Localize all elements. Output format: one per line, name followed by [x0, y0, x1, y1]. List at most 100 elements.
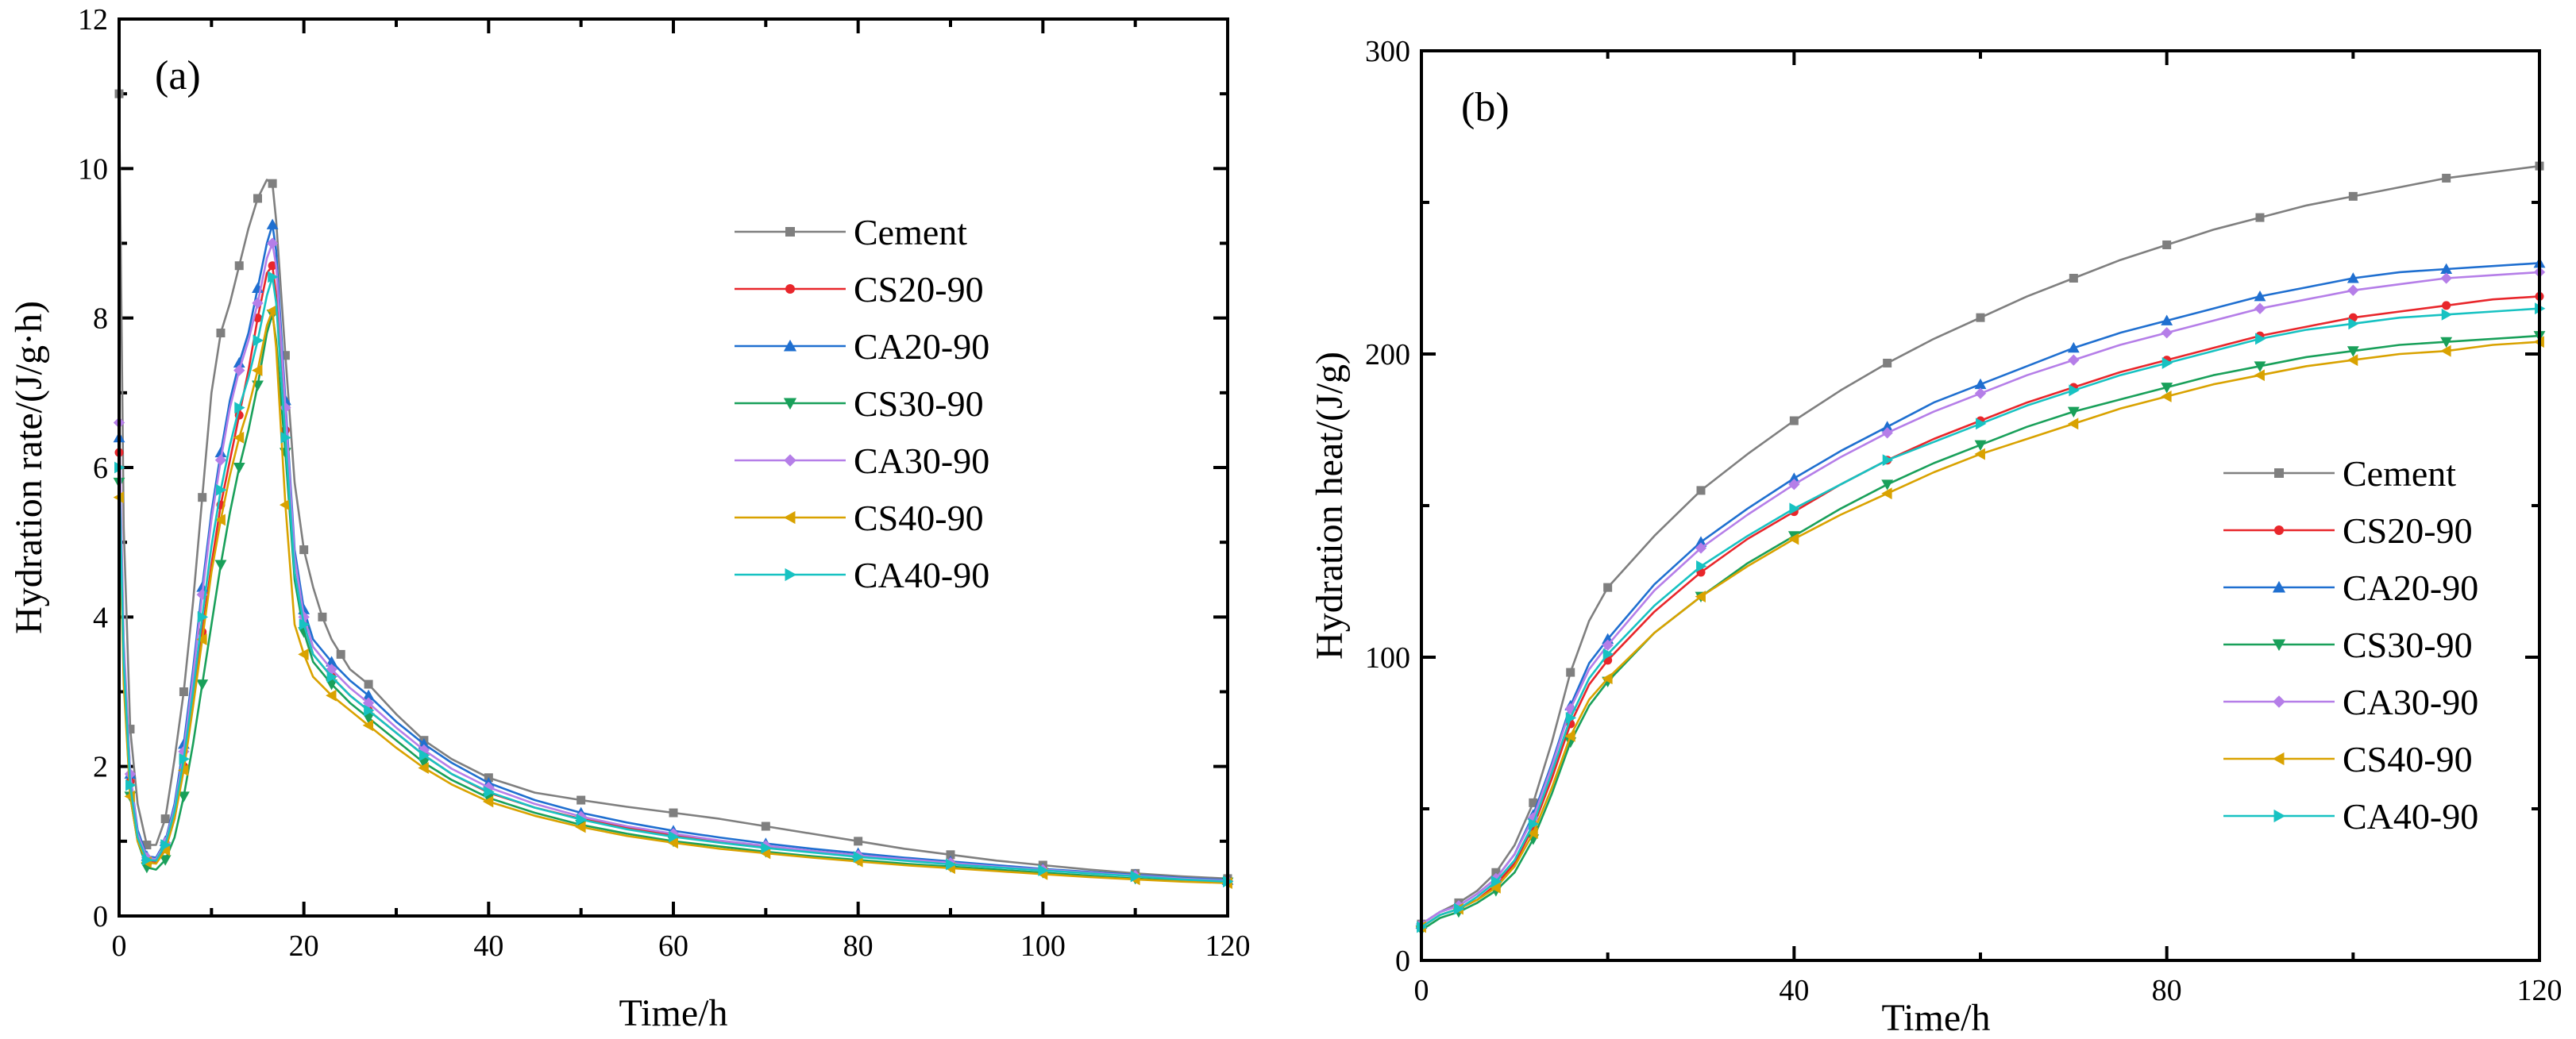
panel-b-point-ca40-90 — [2161, 357, 2173, 369]
panel-a-legend-label-ca20-90: CA20-90 — [854, 326, 989, 367]
panel-b-point-cement — [1789, 416, 1799, 425]
panel-a-point-cs40-90 — [418, 762, 429, 774]
panel-b-legend-item-ca40-90: CA40-90 — [2223, 796, 2478, 837]
panel-a-point-cs40-90 — [214, 514, 226, 526]
panel-b-line-ca30-90 — [1421, 271, 2540, 925]
panel-a-x-tick-label: 120 — [1205, 929, 1251, 963]
panel-b-legend-label-ca30-90: CA30-90 — [2343, 682, 2478, 722]
panel-a-y-tick-label: 4 — [93, 601, 108, 634]
panel-b-plot-frame — [1420, 49, 2541, 962]
panel-b-point-cs40-90 — [1974, 448, 1985, 460]
panel-b-line-cement — [1421, 164, 2540, 925]
panel-a-point-cement — [318, 612, 327, 621]
panel-b-point-cs20-90 — [2442, 301, 2451, 310]
panel-a-series-group — [113, 89, 1234, 889]
panel-a-point-cs40-90 — [482, 795, 494, 808]
panel-b-point-ca30-90 — [1788, 479, 1800, 491]
panel-a-point-ca20-90 — [362, 689, 375, 701]
panel-b-point-ca40-90 — [1882, 454, 1894, 467]
panel-b-y-tick-label: 100 — [1365, 641, 1410, 675]
panel-a-legend-marker-ca20-90 — [783, 339, 797, 352]
panel-a-label: (a) — [155, 53, 201, 98]
panel-b-point-ca20-90 — [1695, 536, 1707, 547]
panel-b-line-ca40-90 — [1421, 307, 2540, 929]
panel-a-point-cs40-90 — [178, 764, 189, 776]
panel-a-legend-label-cs30-90: CS30-90 — [854, 383, 984, 424]
panel-a-point-cs40-90 — [252, 364, 263, 377]
panel-a-y-tick-label: 6 — [93, 452, 108, 485]
panel-a-legend-label-cs20-90: CS20-90 — [854, 269, 984, 310]
panel-b-legend-label-cement: Cement — [2343, 453, 2456, 494]
panel-a-line-ca40-90 — [118, 275, 1228, 883]
panel-b-point-cement — [1976, 313, 1985, 322]
panel-a-point-ca20-90 — [214, 446, 227, 458]
panel-b-axis-ticks: 0 40 80 120 0 100 200 300 — [1365, 35, 2563, 1007]
panel-a-point-ca40-90 — [197, 610, 209, 623]
panel-b-x-tick-label: 120 — [2517, 974, 2563, 1007]
panel-a-y-tick-label: 8 — [93, 302, 108, 336]
panel-a-point-cement — [268, 179, 277, 188]
panel-a-point-cement — [198, 493, 207, 502]
panel-a-legend-marker-cs20-90 — [785, 284, 795, 294]
panel-b-legend-label-cs20-90: CS20-90 — [2343, 510, 2473, 551]
panel-a-legend-marker-cement — [785, 227, 795, 237]
panel-b-point-cs40-90 — [1881, 487, 1892, 500]
panel-a-point-cement — [364, 679, 373, 689]
panel-a-point-cement — [280, 351, 290, 360]
panel-b-point-ca30-90 — [2161, 327, 2173, 339]
panel-b-point-ca40-90 — [1528, 818, 1540, 830]
panel-b-point-cement — [2255, 213, 2265, 222]
panel-b-point-ca40-90 — [2441, 308, 2453, 321]
panel-a-point-ca40-90 — [576, 814, 588, 825]
panel-a-legend-label-ca40-90: CA40-90 — [854, 555, 989, 595]
panel-a-point-cement — [669, 808, 678, 818]
panel-b-line-cs40-90 — [1421, 341, 2540, 929]
panel-b-point-cement — [1603, 583, 1613, 592]
panel-a-point-cs30-90 — [326, 679, 337, 691]
panel-a-point-cement — [125, 725, 135, 734]
panel-a-y-axis-title: Hydration rate/(J/g·h) — [8, 301, 50, 634]
panel-b-y-axis-title: Hydration heat/(J/g) — [1309, 352, 1351, 660]
panel-b-hydration-heat-chart: 0 40 80 120 0 100 200 300 (b) Time/h Hydration … — [1309, 35, 2563, 1039]
panel-a-point-ca40-90 — [326, 671, 337, 683]
panel-a-point-cs40-90 — [266, 304, 278, 317]
panel-a-x-tick-label: 60 — [658, 929, 688, 963]
panel-a-x-tick-label: 40 — [473, 929, 503, 963]
panel-a-legend: Cement CS20-90 CA20-90 CS30-90 CA30-90 CS40-9… — [735, 212, 989, 595]
panel-b-y-tick-label: 0 — [1395, 945, 1410, 978]
panel-a-series-ca40-90 — [114, 271, 1234, 888]
panel-b-legend-item-ca20-90: CA20-90 — [2223, 568, 2478, 608]
panel-b-point-ca40-90 — [1602, 648, 1614, 660]
panel-a-point-cement — [946, 850, 955, 860]
panel-b-point-cs30-90 — [1881, 479, 1894, 491]
panel-a-point-ca40-90 — [234, 402, 245, 414]
panel-a-plot-frame — [118, 17, 1229, 918]
panel-a-point-ca40-90 — [669, 830, 680, 843]
panel-b-point-ca30-90 — [1881, 427, 1893, 439]
panel-a-point-cs40-90 — [759, 847, 771, 860]
panel-a-point-ca20-90 — [418, 737, 430, 749]
panel-a-x-tick-label: 80 — [843, 929, 873, 963]
panel-a-point-ca40-90 — [1130, 870, 1142, 883]
panel-a-point-cement — [854, 837, 863, 846]
panel-b-y-tick-label: 300 — [1365, 35, 1410, 68]
panel-b-legend-marker-ca30-90 — [2273, 695, 2285, 708]
panel-a-point-ca40-90 — [141, 853, 153, 866]
panel-a-point-cs40-90 — [575, 821, 586, 833]
panel-a-point-ca40-90 — [761, 841, 772, 854]
panel-b-point-ca40-90 — [1789, 502, 1800, 515]
panel-b-point-cs40-90 — [2440, 344, 2451, 357]
panel-b-y-tick-label: 200 — [1365, 338, 1410, 371]
panel-a-point-ca40-90 — [160, 839, 172, 851]
panel-b-point-cs40-90 — [1490, 881, 1501, 894]
panel-b-legend-label-ca20-90: CA20-90 — [2343, 568, 2478, 608]
panel-b-point-cs30-90 — [2161, 383, 2173, 394]
panel-a-point-ca40-90 — [484, 786, 495, 798]
panel-a-hydration-rate-chart: 0 20 40 60 80 100 120 0 2 4 6 8 10 12 (a) Time/h Hydr… — [8, 3, 1251, 1034]
panel-b-point-cs30-90 — [2347, 346, 2359, 357]
panel-b-point-ca40-90 — [2348, 317, 2359, 330]
panel-a-point-cs40-90 — [279, 498, 291, 511]
panel-a-point-cement — [336, 649, 345, 659]
panel-b-point-cs40-90 — [1602, 672, 1613, 685]
